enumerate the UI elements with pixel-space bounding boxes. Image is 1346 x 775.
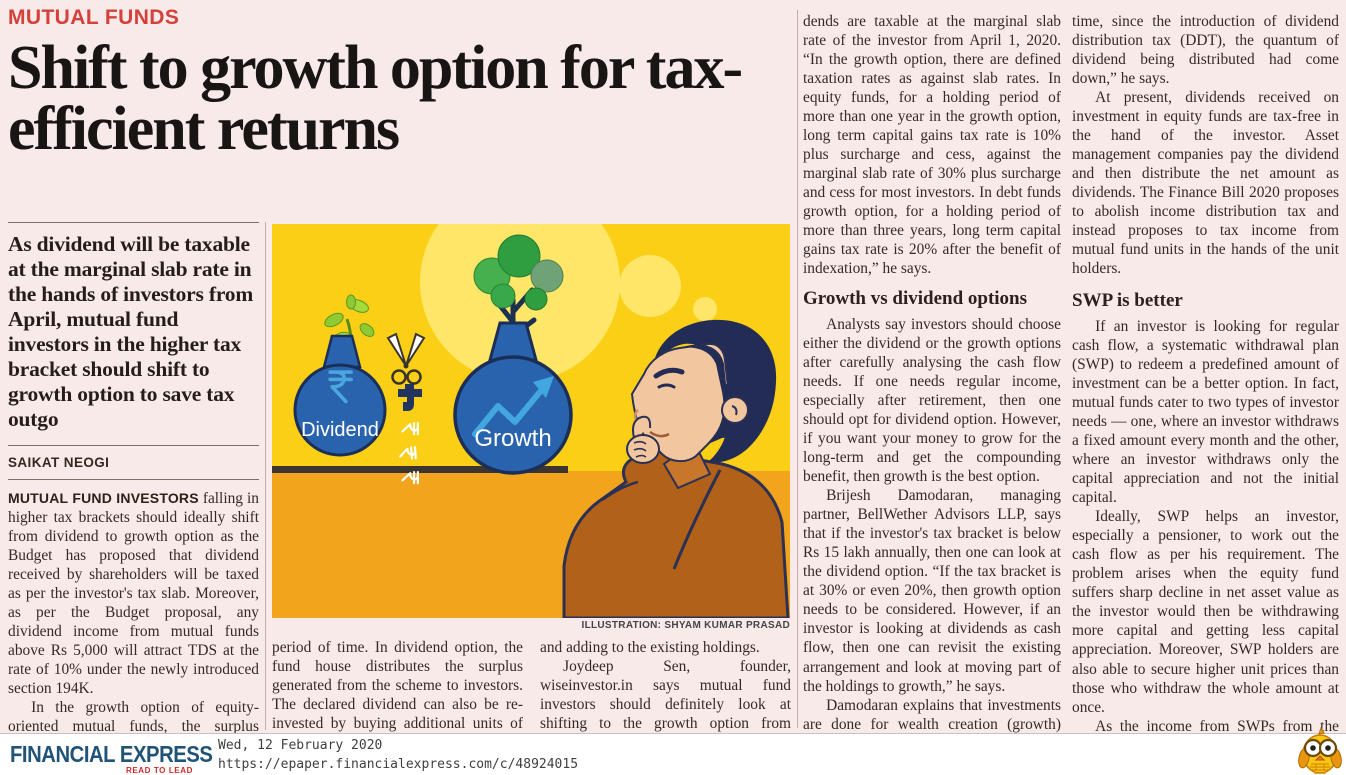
article-headline: Shift to growth option for tax-efficient… xyxy=(8,34,743,163)
middle-columns: period of time. In dividend option, the … xyxy=(272,638,791,752)
owl-mascot-icon xyxy=(1298,726,1342,774)
paragraph: period of time. In dividend option, the … xyxy=(272,639,523,751)
article-header: MUTUAL FUNDS Shift to growth option for … xyxy=(8,6,794,160)
byline: SAIKAT NEOGI xyxy=(8,444,259,480)
growth-moneybag: Growth xyxy=(453,234,573,475)
column-1: As dividend will be taxable at the margi… xyxy=(8,222,259,774)
column-divider xyxy=(797,10,798,728)
growth-label: Growth xyxy=(474,425,551,452)
standfirst: As dividend will be taxable at the margi… xyxy=(8,232,254,431)
footer-meta: Wed, 12 February 2020 https://epaper.fin… xyxy=(218,737,578,775)
paragraph-text: falling in higher tax brackets should id… xyxy=(8,489,260,697)
paragraph: Ideally, SWP helps an investor, especial… xyxy=(1072,508,1339,716)
dividend-moneybag: Dividend xyxy=(293,294,387,457)
scissors-icon xyxy=(386,332,426,385)
paragraph: At present, dividends received on invest… xyxy=(1072,89,1339,278)
lead-in: MUTUAL FUND INVESTORS xyxy=(8,489,199,506)
logo-tagline: READ TO LEAD xyxy=(125,766,193,775)
column-1-body: MUTUAL FUND INVESTORS falling in higher … xyxy=(8,480,259,774)
section-heading-swp: SWP is better xyxy=(1072,290,1183,312)
section-kicker: MUTUAL FUNDS xyxy=(8,6,180,29)
paragraph: and adding to the existing holdings. xyxy=(540,639,760,656)
paragraph: MUTUAL FUND INVESTORS falling in higher … xyxy=(8,489,259,698)
tap-icon xyxy=(398,384,422,411)
dividend-label: Dividend xyxy=(301,419,379,441)
financial-express-logo: FINANCIAL EXPRESS READ TO LEAD xyxy=(10,741,213,775)
column-4: dends are taxable at the marginal slab r… xyxy=(803,12,1061,775)
divider xyxy=(8,222,259,223)
thinking-man xyxy=(562,319,790,618)
epaper-url: https://epaper.financialexpress.com/c/48… xyxy=(218,756,579,772)
column-5: time, since the introduction of dividend… xyxy=(1072,12,1339,775)
paragraph: dends are taxable at the marginal slab r… xyxy=(803,13,1061,278)
epaper-footer: FINANCIAL EXPRESS READ TO LEAD Wed, 12 F… xyxy=(0,733,1346,775)
section-heading-growth-vs-dividend: Growth vs dividend options xyxy=(803,288,1028,310)
logo-wordmark: FINANCIAL EXPRESS xyxy=(10,741,213,767)
edition-date: Wed, 12 February 2020 xyxy=(218,738,383,753)
column-divider xyxy=(265,222,266,730)
paragraph: If an investor is looking for regular ca… xyxy=(1072,318,1339,507)
paragraph: Brijesh Damodaran, managing partner, Bel… xyxy=(803,487,1061,695)
column-2: period of time. In dividend option, the … xyxy=(272,638,523,752)
paragraph: Analysts say investors should choose eit… xyxy=(803,316,1061,486)
column-3: and adding to the existing holdings. Joy… xyxy=(540,638,791,752)
paragraph: time, since the introduction of dividend… xyxy=(1072,13,1339,88)
article-illustration: Dividend xyxy=(272,224,790,618)
illustration-credit: ILLUSTRATION: SHYAM KUMAR PRASAD xyxy=(581,620,790,631)
